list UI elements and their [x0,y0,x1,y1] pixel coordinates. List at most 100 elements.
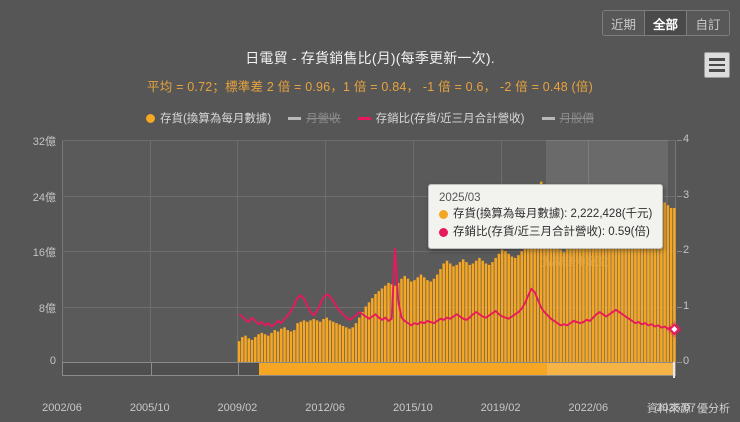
gridline-vertical-1 [149,140,151,362]
tooltip-label-inventory-ratio: 存銷比(存貨/近三月合計營收): 0.59(倍) [453,225,650,238]
x-axis-tick-2: 2009/02 [217,402,258,414]
legend-item-inventory[interactable]: 存貨(換算為每月數據) [145,110,272,126]
bar-inventory [383,285,387,362]
legend-label-inventory: 存貨(換算為每月數據) [159,113,272,125]
legend-item-inventory-ratio[interactable]: 存銷比(存貨/近三月合計營收) [357,110,525,126]
bar-inventory [289,331,293,362]
bar-inventory [640,205,644,362]
bar-inventory [487,264,491,363]
bar-inventory [458,262,462,362]
y-axis-left-tick-2: 16億 [32,247,56,259]
bar-inventory [319,321,322,362]
bar-inventory [604,230,608,362]
navigator-handle-right[interactable] [673,362,675,378]
bar-inventory [621,209,624,363]
legend-item-monthly-revenue[interactable]: 月營收 [288,110,341,126]
bar-inventory [302,320,306,363]
bar-inventory [406,278,410,362]
bar-inventory [341,325,345,363]
chart-legend: 存貨(換算為每月數據) 月營收 存銷比(存貨/近三月合計營收) 月股價 [0,110,740,126]
hamburger-menu-icon[interactable] [704,52,730,78]
bar-inventory [325,317,329,362]
menu-bar-1 [709,58,725,61]
bar-inventory [585,231,588,362]
bar-inventory [354,323,358,362]
navigator-series-fill [259,363,673,375]
y-axis-right-tickmark-2 [677,251,682,252]
tooltip-dot-icon-inventory-ratio [439,227,448,237]
x-axis-tick-6: 2022/06 [568,402,609,414]
bar-inventory [276,331,280,362]
tooltip-date: 2025/03 [439,192,481,204]
bar-inventory [663,202,666,362]
legend-line-icon-monthly-revenue [288,116,302,120]
series-canvas [237,181,683,363]
bar-inventory [332,321,335,362]
gridline-horizontal-3 [62,195,676,197]
bar-inventory [530,237,533,363]
y-axis-left-tick-4: 32億 [32,136,56,148]
bar-inventory [413,280,416,362]
data-source-label: 資料來源: 優分析 [646,403,730,415]
range-button-all[interactable]: 全部 [644,11,687,35]
bar-inventory [448,263,452,362]
bar-inventory [260,332,264,362]
bar-inventory [546,223,549,362]
bar-inventory [293,330,296,362]
bar-inventory [588,235,592,362]
last-point-marker[interactable] [668,323,681,336]
bar-inventory [241,337,244,363]
bar-inventory [380,288,384,362]
bar-inventory [543,195,546,362]
bar-inventory [419,274,423,362]
plot-area[interactable]: (點擊延伸範圍) [62,140,683,363]
bar-inventory [367,302,371,362]
bar-inventory [647,205,650,362]
bar-inventory [370,298,374,362]
bar-inventory [263,334,267,362]
range-button-custom[interactable]: 自訂 [687,11,729,35]
bar-inventory [237,341,241,362]
menu-bar-3 [709,69,725,72]
range-button-recent[interactable]: 近期 [602,11,645,35]
legend-label-monthly-revenue: 月營收 [306,113,341,125]
bar-inventory [273,330,277,362]
y-axis-right-tick-1: 1 [683,299,690,312]
bar-inventory [552,244,556,362]
bar-inventory [513,257,517,362]
bar-inventory [247,338,251,362]
chart-tooltip: 2025/03 存貨(換算為每月數據): 2,222,428(千元) 存銷比(存… [428,184,664,250]
bar-inventory [361,312,364,362]
bar-inventory [377,291,381,362]
bar-inventory [601,234,605,362]
range-selector[interactable]: 近期 全部 自訂 [601,10,730,36]
bar-inventory [270,332,273,362]
bar-inventory [286,330,290,362]
bar-inventory [627,209,631,363]
legend-item-monthly-price[interactable]: 月股價 [541,110,594,126]
bar-inventory [254,337,257,363]
bar-inventory [656,207,660,362]
bar-inventory [432,278,436,362]
navigator-tick-2 [238,363,240,375]
range-navigator[interactable] [62,362,676,378]
gridline-vertical-3 [325,140,327,362]
bar-inventory [435,274,439,362]
bar-inventory [650,207,653,362]
gridline-vertical-4 [412,140,414,362]
bar-inventory [595,241,598,362]
bar-inventory [572,239,575,362]
bar-inventory [549,237,553,363]
y-axis-right-tickmark-1 [677,306,682,308]
navigator-tick-1 [150,363,152,375]
bar-inventory [481,260,484,362]
bar-inventory [575,235,579,362]
legend-line-icon-monthly-price [541,116,555,120]
bar-inventory [617,213,621,362]
bar-inventory [611,221,614,362]
bar-inventory [634,210,637,362]
bar-inventory [267,335,270,362]
line-inventory-ratio [238,247,675,331]
bar-inventory [315,320,319,363]
bar-inventory [250,339,254,362]
